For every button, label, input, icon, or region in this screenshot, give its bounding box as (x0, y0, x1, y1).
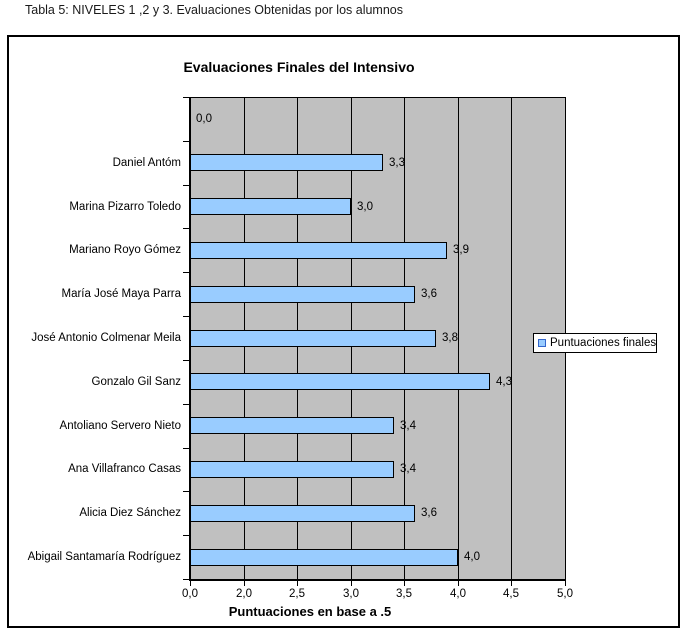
gridline (511, 97, 512, 579)
category-label (9, 97, 181, 141)
x-tick-label: 5,0 (557, 588, 573, 600)
x-axis-tick (297, 579, 298, 586)
x-axis-tick (458, 579, 459, 586)
legend-series-label: Puntuaciones finales (550, 337, 657, 349)
x-axis-tick (404, 579, 405, 586)
legend-series-marker-icon (538, 339, 546, 347)
gridline (458, 97, 459, 579)
bar (190, 154, 383, 171)
category-label: Alicia Diez Sánchez (79, 507, 181, 520)
bar (190, 461, 394, 478)
bar (190, 198, 351, 215)
x-axis-title: Puntuaciones en base a .5 (228, 604, 392, 619)
x-axis-tick (565, 579, 566, 586)
category-label: José Antonio Colmenar Meila (31, 331, 181, 344)
bar-value-label: 3,0 (357, 200, 373, 213)
category-label: Gonzalo Gil Sanz (91, 375, 182, 388)
x-tick-label: 4,0 (450, 588, 466, 600)
x-axis-tick (244, 579, 245, 586)
category-label: María José Maya Parra (61, 288, 181, 301)
bar (190, 373, 490, 390)
bar-value-label: 3,9 (453, 244, 469, 257)
x-axis-tick (190, 579, 191, 586)
bar (190, 286, 415, 303)
y-axis-tick (183, 404, 190, 405)
x-tick-label: 0,0 (182, 588, 198, 600)
y-axis-tick (183, 579, 190, 580)
x-tick-label: 3,0 (343, 588, 359, 600)
x-tick-label: 4,5 (503, 588, 519, 600)
y-axis-tick (183, 448, 190, 449)
bar-value-label: 3,6 (421, 507, 437, 520)
category-label: Ana Villafranco Casas (68, 463, 181, 476)
bar-value-label: 4,0 (464, 551, 480, 564)
category-label: Mariano Royo Gómez (69, 244, 181, 257)
bar-value-label: 3,3 (389, 156, 405, 169)
y-axis-tick (183, 97, 190, 98)
bar-value-label: 3,4 (400, 463, 416, 476)
x-tick-label: 2,5 (289, 588, 305, 600)
x-tick-label: 3,5 (396, 588, 412, 600)
y-axis-tick (183, 491, 190, 492)
x-axis-tick (511, 579, 512, 586)
bar (190, 549, 458, 566)
x-axis-tick (351, 579, 352, 586)
bar (190, 505, 415, 522)
bar-value-label: 3,4 (400, 419, 416, 432)
bar (190, 417, 394, 434)
chart-frame: Evaluaciones Finales del Intensivo 0,0 Da… (7, 35, 680, 628)
category-label: Daniel Antóm (112, 156, 181, 169)
category-label: Abigail Santamaría Rodríguez (27, 551, 181, 564)
bar (190, 242, 447, 259)
y-axis-tick (183, 272, 190, 273)
y-axis-tick (183, 535, 190, 536)
category-label: Antoliano Servero Nieto (59, 419, 181, 432)
y-axis-tick (183, 316, 190, 317)
x-tick-label: 2,0 (236, 588, 252, 600)
bar-value-label: 3,6 (421, 288, 437, 301)
y-axis-tick (183, 228, 190, 229)
bar-value-label: 0,0 (196, 112, 212, 125)
chart-title: Evaluaciones Finales del Intensivo (183, 59, 415, 75)
bar-value-label: 4,3 (496, 375, 512, 388)
bar-value-label: 3,8 (442, 332, 458, 344)
y-axis-tick (183, 141, 190, 142)
y-axis-tick (183, 185, 190, 186)
table-caption: Tabla 5: NIVELES 1 ,2 y 3. Evaluaciones … (25, 3, 403, 17)
legend: Puntuaciones finales (533, 333, 657, 353)
bar (190, 330, 436, 347)
y-axis-tick (183, 360, 190, 361)
category-label: Marina Pizarro Toledo (69, 200, 181, 213)
x-axis-line (189, 579, 566, 581)
